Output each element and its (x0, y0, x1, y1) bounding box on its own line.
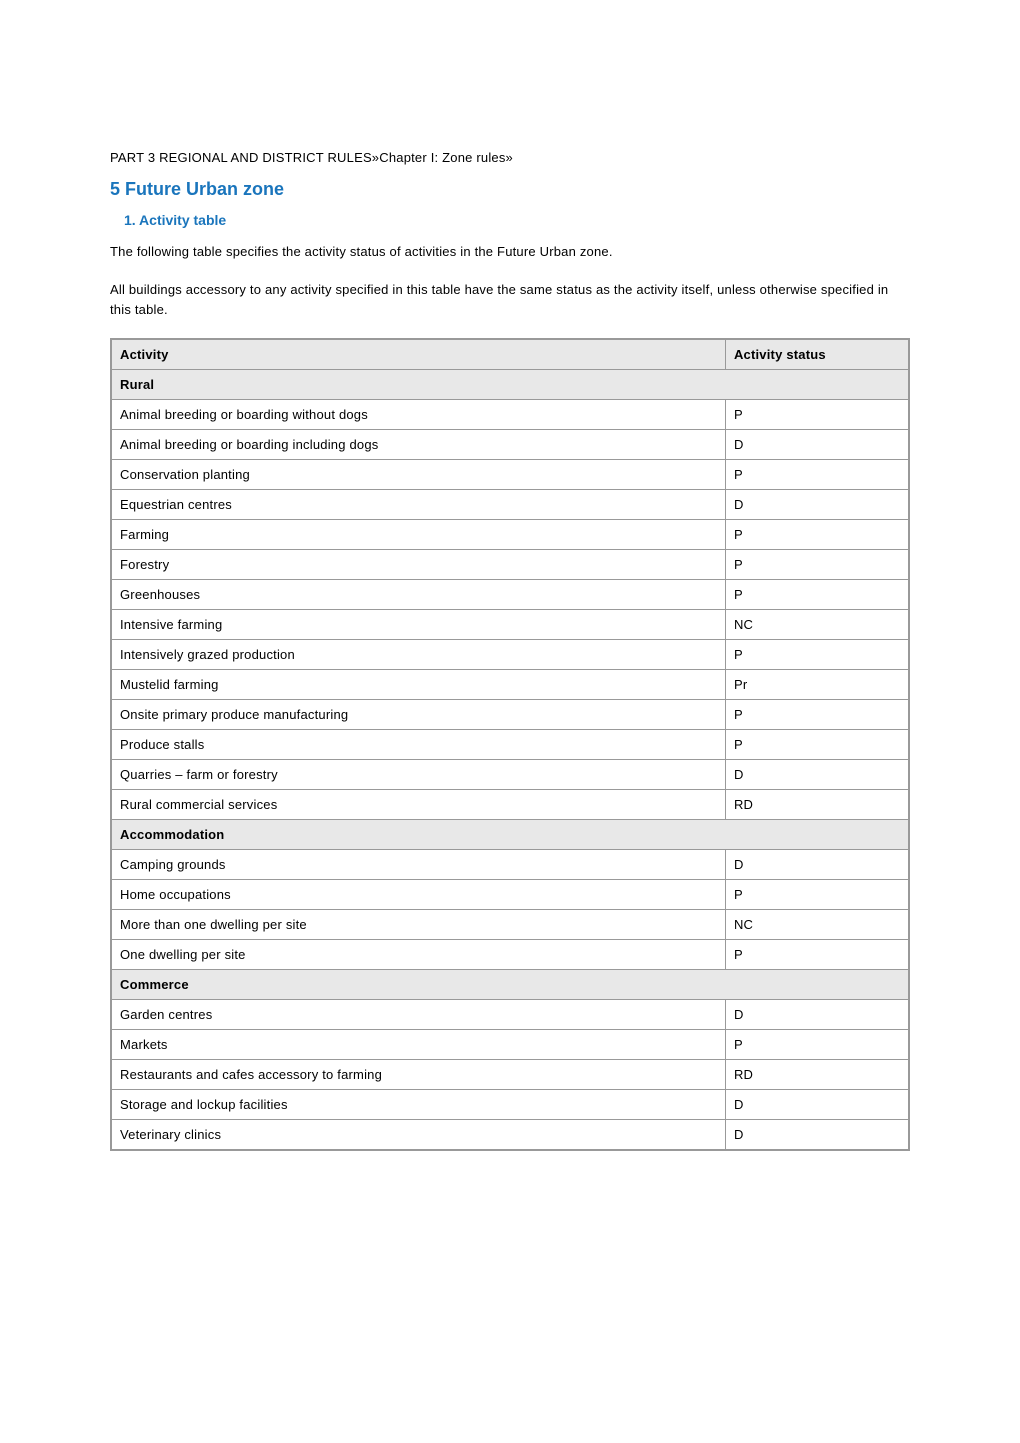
activity-table-body: RuralAnimal breeding or boarding without… (111, 370, 909, 1151)
table-row: Storage and lockup facilitiesD (111, 1090, 909, 1120)
table-row: ForestryP (111, 550, 909, 580)
cell-activity: Onsite primary produce manufacturing (111, 700, 725, 730)
heading-zone: 5 Future Urban zone (110, 179, 910, 200)
intro-paragraph-1: The following table specifies the activi… (110, 242, 910, 262)
cell-status: D (725, 1120, 909, 1151)
cell-activity: Animal breeding or boarding including do… (111, 430, 725, 460)
table-section-row: Accommodation (111, 820, 909, 850)
table-row: Rural commercial servicesRD (111, 790, 909, 820)
cell-status: P (725, 460, 909, 490)
cell-status: P (725, 580, 909, 610)
table-row: Conservation plantingP (111, 460, 909, 490)
cell-activity: Camping grounds (111, 850, 725, 880)
table-row: Restaurants and cafes accessory to farmi… (111, 1060, 909, 1090)
cell-activity: Greenhouses (111, 580, 725, 610)
cell-activity: Veterinary clinics (111, 1120, 725, 1151)
table-row: MarketsP (111, 1030, 909, 1060)
table-row: More than one dwelling per siteNC (111, 910, 909, 940)
table-row: Animal breeding or boarding without dogs… (111, 400, 909, 430)
cell-activity: Conservation planting (111, 460, 725, 490)
activity-table: Activity Activity status RuralAnimal bre… (110, 338, 910, 1151)
table-row: Animal breeding or boarding including do… (111, 430, 909, 460)
table-row: Garden centresD (111, 1000, 909, 1030)
cell-activity: Farming (111, 520, 725, 550)
cell-activity: Rural commercial services (111, 790, 725, 820)
cell-status: P (725, 400, 909, 430)
table-section-title: Commerce (111, 970, 909, 1000)
intro-paragraph-2: All buildings accessory to any activity … (110, 280, 910, 320)
cell-status: NC (725, 610, 909, 640)
table-row: Produce stallsP (111, 730, 909, 760)
cell-status: NC (725, 910, 909, 940)
header-activity: Activity (111, 339, 725, 370)
table-row: Mustelid farmingPr (111, 670, 909, 700)
table-row: Onsite primary produce manufacturingP (111, 700, 909, 730)
table-row: One dwelling per siteP (111, 940, 909, 970)
cell-status: P (725, 640, 909, 670)
cell-status: P (725, 730, 909, 760)
table-section-row: Commerce (111, 970, 909, 1000)
cell-status: RD (725, 790, 909, 820)
cell-activity: Intensively grazed production (111, 640, 725, 670)
table-row: Intensively grazed productionP (111, 640, 909, 670)
table-section-title: Accommodation (111, 820, 909, 850)
cell-status: P (725, 550, 909, 580)
cell-activity: Restaurants and cafes accessory to farmi… (111, 1060, 725, 1090)
heading-section: 1. Activity table (110, 212, 910, 228)
cell-status: P (725, 1030, 909, 1060)
cell-activity: Produce stalls (111, 730, 725, 760)
table-row: FarmingP (111, 520, 909, 550)
cell-status: P (725, 940, 909, 970)
breadcrumb: PART 3 REGIONAL AND DISTRICT RULES»Chapt… (110, 150, 910, 165)
cell-status: Pr (725, 670, 909, 700)
cell-status: P (725, 700, 909, 730)
cell-status: P (725, 520, 909, 550)
cell-status: D (725, 760, 909, 790)
cell-activity: Equestrian centres (111, 490, 725, 520)
cell-activity: Home occupations (111, 880, 725, 910)
cell-status: P (725, 880, 909, 910)
table-row: Home occupationsP (111, 880, 909, 910)
table-row: Camping groundsD (111, 850, 909, 880)
table-header-row: Activity Activity status (111, 339, 909, 370)
cell-status: D (725, 490, 909, 520)
table-section-row: Rural (111, 370, 909, 400)
cell-activity: Markets (111, 1030, 725, 1060)
table-row: Veterinary clinicsD (111, 1120, 909, 1151)
cell-status: D (725, 1090, 909, 1120)
cell-activity: Mustelid farming (111, 670, 725, 700)
cell-status: D (725, 430, 909, 460)
cell-activity: Intensive farming (111, 610, 725, 640)
cell-activity: Garden centres (111, 1000, 725, 1030)
cell-activity: One dwelling per site (111, 940, 725, 970)
table-section-title: Rural (111, 370, 909, 400)
header-status: Activity status (725, 339, 909, 370)
cell-status: D (725, 1000, 909, 1030)
cell-activity: More than one dwelling per site (111, 910, 725, 940)
cell-status: RD (725, 1060, 909, 1090)
cell-activity: Quarries – farm or forestry (111, 760, 725, 790)
cell-activity: Animal breeding or boarding without dogs (111, 400, 725, 430)
table-row: GreenhousesP (111, 580, 909, 610)
table-row: Quarries – farm or forestryD (111, 760, 909, 790)
table-row: Intensive farmingNC (111, 610, 909, 640)
table-row: Equestrian centresD (111, 490, 909, 520)
cell-status: D (725, 850, 909, 880)
cell-activity: Storage and lockup facilities (111, 1090, 725, 1120)
page: PART 3 REGIONAL AND DISTRICT RULES»Chapt… (0, 0, 1020, 1443)
cell-activity: Forestry (111, 550, 725, 580)
